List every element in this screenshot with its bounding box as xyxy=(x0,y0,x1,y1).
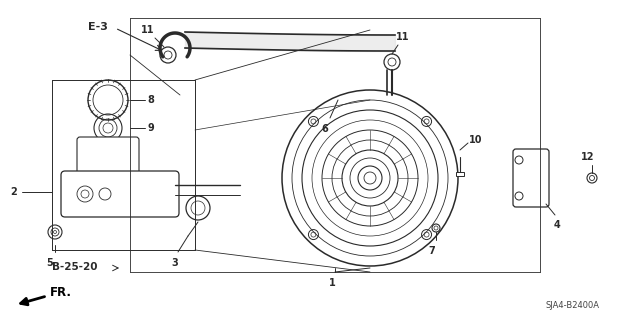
Text: 11: 11 xyxy=(141,25,155,35)
Text: 2: 2 xyxy=(10,187,17,197)
Text: 4: 4 xyxy=(554,220,561,230)
Text: SJA4-B2400A: SJA4-B2400A xyxy=(545,301,599,310)
Text: 7: 7 xyxy=(429,246,435,256)
Text: 12: 12 xyxy=(581,152,595,162)
FancyBboxPatch shape xyxy=(61,171,179,217)
Text: 9: 9 xyxy=(147,123,154,133)
Text: E-3: E-3 xyxy=(88,22,108,32)
Text: 10: 10 xyxy=(469,135,483,145)
Text: FR.: FR. xyxy=(20,286,72,305)
Text: 8: 8 xyxy=(147,95,154,105)
FancyBboxPatch shape xyxy=(513,149,549,207)
FancyBboxPatch shape xyxy=(77,137,139,178)
Text: 11: 11 xyxy=(396,32,410,42)
Text: B-25-20: B-25-20 xyxy=(52,262,97,272)
Text: 6: 6 xyxy=(322,124,328,134)
Text: 1: 1 xyxy=(328,278,335,288)
Bar xyxy=(456,172,464,176)
Text: 3: 3 xyxy=(172,258,179,268)
Text: 5: 5 xyxy=(47,258,53,268)
